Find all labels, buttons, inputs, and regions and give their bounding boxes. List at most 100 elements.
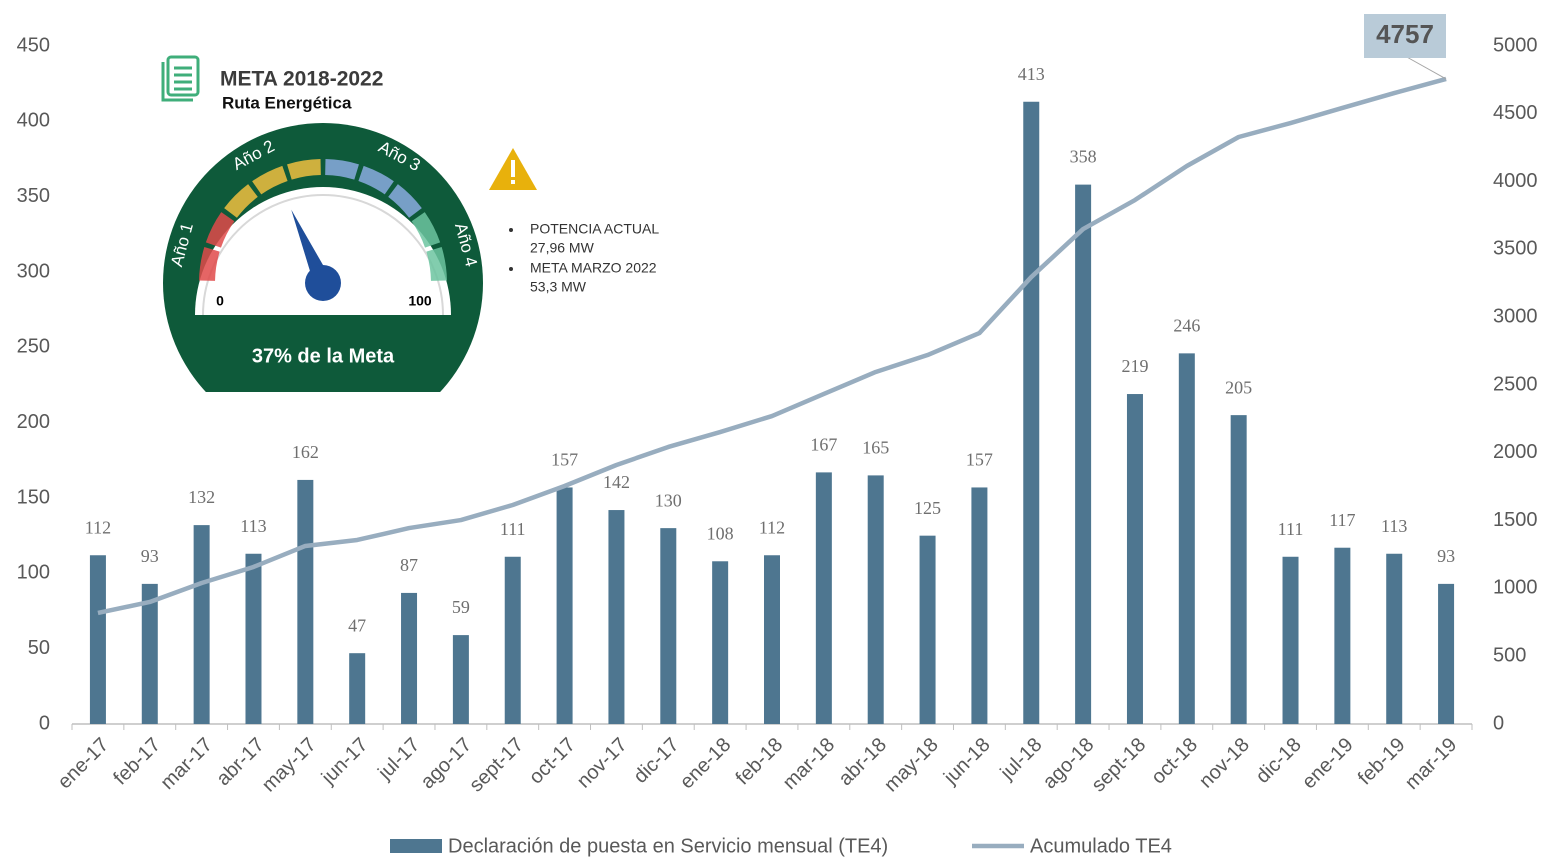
- bar: [193, 525, 210, 724]
- gauge-value-label: 37% de la Meta: [252, 345, 395, 367]
- y2-tick-label: 4000: [1493, 170, 1538, 192]
- y2-tick-label: 0: [1493, 712, 1504, 734]
- x-tick-label: mar-17: [157, 734, 217, 794]
- gauge-title: META 2018-2022: [220, 68, 383, 91]
- bar: [1126, 394, 1143, 724]
- data-label: 205: [1225, 377, 1252, 397]
- bar: [1178, 353, 1195, 724]
- gauge-segments: [199, 159, 447, 282]
- x-tick-label: nov-18: [1195, 734, 1254, 793]
- x-tick-label: oct-17: [525, 734, 580, 789]
- gauge-segment: [358, 165, 394, 195]
- y-tick-label: 300: [17, 260, 50, 282]
- bar: [1334, 547, 1351, 724]
- data-label: 125: [914, 498, 941, 518]
- y-tick-label: 350: [17, 185, 50, 207]
- x-tick-label: nov-17: [573, 734, 632, 793]
- gauge-segment: [411, 212, 441, 248]
- gauge-inset: META 2018-2022 Ruta Energética 0 100 37%…: [161, 55, 659, 392]
- gauge-segment: [199, 247, 220, 282]
- data-label: 246: [1173, 315, 1200, 335]
- x-tick-label: ago-17: [417, 734, 477, 794]
- x-tick-label: sept-18: [1087, 734, 1150, 797]
- line: [97, 76, 1447, 616]
- x-tick-label: oct-18: [1147, 734, 1202, 789]
- x-tick-label: mar-19: [1401, 734, 1461, 794]
- bar: [297, 479, 314, 724]
- bar: [764, 555, 780, 724]
- data-label: 93: [1437, 546, 1455, 566]
- data-label: 130: [655, 490, 682, 510]
- bar: [1023, 101, 1040, 725]
- gauge-max: 100: [408, 293, 432, 309]
- bar: [608, 510, 625, 724]
- data-label: 108: [707, 523, 734, 543]
- bar: [556, 487, 573, 724]
- y-tick-label: 400: [17, 110, 50, 132]
- data-label: 219: [1121, 356, 1148, 376]
- x-tick-label: dic-18: [1252, 734, 1306, 788]
- note-value: 27,96 MW: [530, 240, 595, 256]
- y-tick-label: 0: [39, 712, 50, 734]
- gauge-segment: [324, 159, 359, 180]
- y-tick-label: 250: [17, 336, 50, 358]
- y2-tick-label: 1500: [1493, 509, 1538, 531]
- gauge-segment: [287, 159, 322, 180]
- bar: [971, 487, 988, 724]
- x-tick-label: jun-18: [939, 734, 995, 790]
- bar: [1386, 553, 1403, 724]
- bar: [89, 555, 106, 724]
- legend-label: Declaración de puesta en Servicio mensua…: [448, 835, 888, 857]
- callout-leader: [1404, 55, 1447, 80]
- note-label: POTENCIA ACTUAL: [530, 221, 659, 237]
- x-tick-label: jun-17: [317, 734, 373, 790]
- plot: 0501001502002503003504004500500100015002…: [17, 14, 1538, 857]
- data-label: 113: [1381, 516, 1407, 536]
- data-label: 113: [240, 516, 266, 536]
- gauge-segment: [224, 184, 258, 218]
- y2-tick-label: 3500: [1493, 238, 1538, 260]
- bar: [867, 475, 884, 724]
- data-label: 413: [1018, 64, 1045, 84]
- y2-tick-label: 1000: [1493, 577, 1538, 599]
- data-label: 93: [141, 546, 159, 566]
- data-label: 112: [759, 517, 785, 537]
- x-tick-label: ene-19: [1298, 734, 1358, 794]
- x-tick-label: ene-17: [54, 734, 114, 794]
- data-label: 112: [85, 517, 111, 537]
- data-label: 157: [966, 450, 993, 470]
- bar: [919, 535, 936, 724]
- note-value: 53,3 MW: [530, 279, 587, 295]
- y-tick-label: 100: [17, 562, 50, 584]
- x-tick-label: feb-17: [109, 734, 165, 790]
- y2-tick-label: 4500: [1493, 102, 1538, 124]
- gauge-segment: [388, 184, 422, 218]
- bar: [349, 653, 366, 724]
- bar: [401, 592, 418, 724]
- bar: [141, 583, 158, 724]
- bar: [1438, 583, 1455, 724]
- x-tick-label: dic-17: [629, 734, 683, 788]
- data-label: 87: [400, 555, 418, 575]
- x-tick-label: ago-18: [1039, 734, 1099, 794]
- y2-tick-label: 5000: [1493, 34, 1538, 56]
- bar: [245, 553, 262, 724]
- bar: [1282, 556, 1299, 724]
- x-tick-label: may-18: [880, 734, 943, 797]
- y-tick-label: 50: [28, 637, 50, 659]
- y2-tick-label: 3000: [1493, 305, 1538, 327]
- gauge-min: 0: [216, 293, 224, 309]
- y2-tick-label: 500: [1493, 644, 1526, 666]
- legend-label: Acumulado TE4: [1030, 835, 1172, 857]
- bullet: [509, 267, 513, 271]
- callout-label: 4757: [1376, 19, 1434, 49]
- bar: [1230, 415, 1247, 724]
- bar: [815, 472, 832, 724]
- legend-swatch: [390, 839, 442, 853]
- bullet: [509, 228, 513, 232]
- data-label: 132: [188, 487, 215, 507]
- bar: [1075, 184, 1092, 724]
- gauge-face: [195, 187, 451, 315]
